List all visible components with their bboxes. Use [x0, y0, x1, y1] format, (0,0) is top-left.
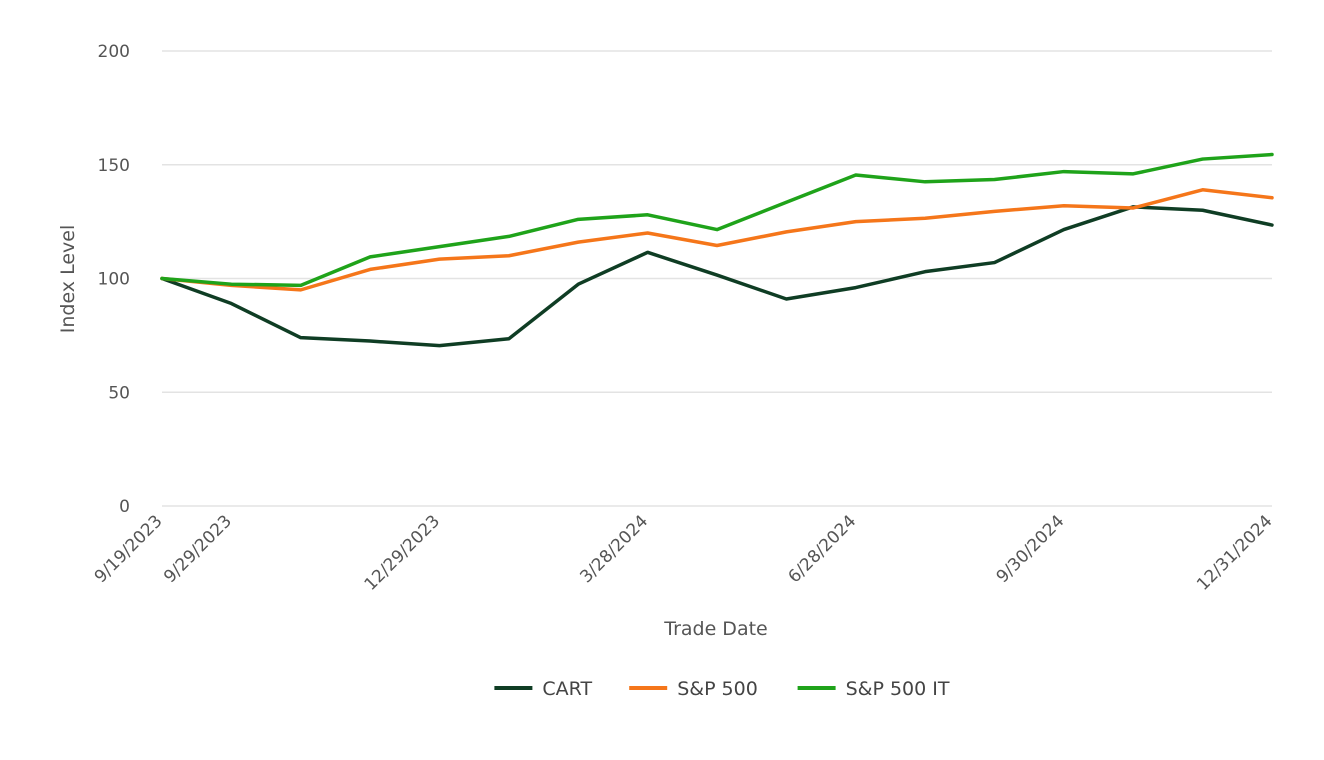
- series-lines: [160, 152, 1274, 348]
- x-tick-label: 12/29/2023: [361, 511, 444, 594]
- series-line-sandp-500-it: [160, 152, 1274, 288]
- x-tick-label: 12/31/2024: [1193, 511, 1276, 594]
- legend: CART S&P 500 S&P 500 IT: [494, 678, 950, 700]
- series-line-cart: [160, 205, 1274, 348]
- x-tick-label: 9/30/2024: [993, 511, 1069, 587]
- legend-label: S&P 500 IT: [846, 678, 950, 700]
- legend-item-cart: CART: [494, 678, 592, 700]
- x-axis-title: Trade Date: [663, 618, 767, 640]
- legend-item-sandp-500-it: S&P 500 IT: [797, 678, 950, 700]
- y-axis-title: Index Level: [57, 225, 79, 334]
- gridlines: [162, 50, 1272, 507]
- y-tick-label: 150: [98, 156, 130, 176]
- legend-label: CART: [542, 678, 592, 700]
- y-axis-ticks: 0 50 100 150 200: [98, 42, 130, 517]
- legend-item-sandp-500: S&P 500: [629, 678, 758, 700]
- x-tick-label: 9/29/2023: [160, 511, 236, 587]
- x-tick-label: 9/19/2023: [91, 511, 167, 587]
- y-tick-label: 100: [98, 270, 130, 290]
- y-tick-label: 50: [108, 383, 130, 403]
- y-tick-label: 200: [98, 42, 130, 62]
- y-tick-label: 0: [119, 497, 130, 517]
- x-tick-label: 6/28/2024: [785, 511, 861, 587]
- series-line-sandp-500: [160, 188, 1274, 292]
- x-tick-label: 3/28/2024: [576, 511, 652, 587]
- legend-label: S&P 500: [677, 678, 758, 700]
